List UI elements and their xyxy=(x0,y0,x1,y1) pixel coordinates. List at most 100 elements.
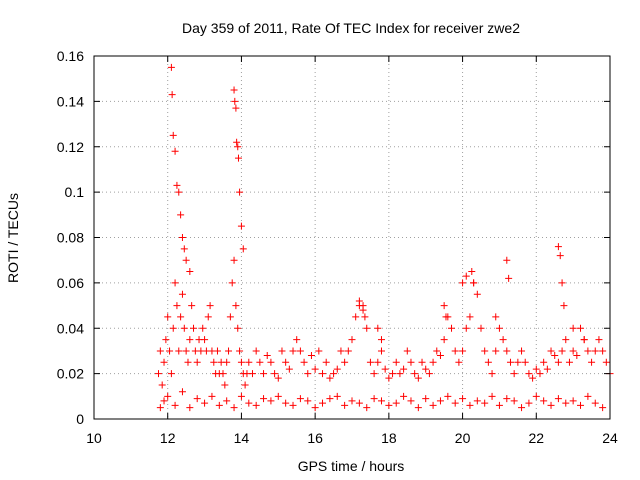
data-point xyxy=(171,401,179,409)
data-point xyxy=(595,336,603,344)
grid-layer xyxy=(94,56,610,419)
data-point xyxy=(577,401,585,409)
data-point xyxy=(234,324,242,332)
data-point xyxy=(173,302,181,310)
data-point xyxy=(577,324,585,332)
data-point xyxy=(470,279,478,287)
data-point xyxy=(514,358,522,366)
data-point xyxy=(599,347,607,355)
data-point xyxy=(442,313,450,321)
data-point xyxy=(169,324,177,332)
data-point xyxy=(232,104,240,112)
x-tick-label: 12 xyxy=(160,430,176,446)
data-point xyxy=(554,358,562,366)
data-point xyxy=(569,324,577,332)
data-point xyxy=(158,381,166,389)
data-point xyxy=(156,347,164,355)
data-point xyxy=(543,365,551,373)
data-point xyxy=(462,324,470,332)
data-point xyxy=(505,274,513,282)
data-point xyxy=(414,374,422,382)
data-point xyxy=(492,347,500,355)
data-point xyxy=(510,397,518,405)
data-point xyxy=(359,302,367,310)
data-point xyxy=(193,358,201,366)
data-point xyxy=(219,370,227,378)
data-point xyxy=(344,347,352,355)
data-point xyxy=(468,268,476,276)
data-point xyxy=(503,395,511,403)
data-point xyxy=(433,347,441,355)
data-point xyxy=(425,370,433,378)
data-point xyxy=(547,347,555,355)
data-point xyxy=(477,324,485,332)
data-point xyxy=(267,397,275,405)
data-point xyxy=(245,358,253,366)
data-point xyxy=(171,147,179,155)
data-point xyxy=(164,313,172,321)
data-point xyxy=(267,358,275,366)
data-point xyxy=(230,404,238,412)
x-tick-label: 14 xyxy=(234,430,250,446)
data-point xyxy=(178,290,186,298)
data-point xyxy=(184,358,192,366)
data-point xyxy=(282,358,290,366)
data-point xyxy=(481,399,489,407)
data-point xyxy=(304,370,312,378)
data-point xyxy=(466,401,474,409)
data-point xyxy=(237,392,245,400)
x-axis-title: GPS time / hours xyxy=(298,458,405,474)
data-point xyxy=(282,399,290,407)
data-point xyxy=(186,404,194,412)
y-tick-label: 0.12 xyxy=(57,139,84,155)
data-point xyxy=(400,365,408,373)
data-point xyxy=(330,370,338,378)
data-point xyxy=(274,392,282,400)
data-point xyxy=(558,279,566,287)
x-tick-label: 22 xyxy=(528,430,544,446)
data-point xyxy=(488,370,496,378)
data-point xyxy=(573,351,581,359)
data-point xyxy=(429,401,437,409)
data-point xyxy=(156,404,164,412)
data-point xyxy=(558,347,566,355)
y-tick-label: 0.16 xyxy=(57,48,84,64)
data-point xyxy=(213,347,221,355)
y-tick-label: 0.1 xyxy=(65,184,85,200)
data-point xyxy=(226,313,234,321)
data-point xyxy=(503,347,511,355)
data-point xyxy=(536,370,544,378)
data-point xyxy=(304,397,312,405)
x-tick-label: 20 xyxy=(455,430,471,446)
data-point xyxy=(260,370,268,378)
data-point xyxy=(164,392,172,400)
data-point xyxy=(333,365,341,373)
data-point xyxy=(225,347,233,355)
x-tick-label: 10 xyxy=(86,430,102,446)
marks-layer xyxy=(155,63,614,412)
x-tick-label: 18 xyxy=(381,430,397,446)
data-point xyxy=(473,290,481,298)
data-point xyxy=(166,347,174,355)
data-point xyxy=(525,399,533,407)
data-point xyxy=(352,313,360,321)
data-point xyxy=(182,256,190,264)
data-point xyxy=(466,313,474,321)
data-point xyxy=(171,279,179,287)
data-point xyxy=(565,358,573,366)
data-point xyxy=(414,404,422,412)
data-point xyxy=(602,358,610,366)
data-point xyxy=(370,370,378,378)
data-point xyxy=(448,324,456,332)
data-point xyxy=(278,347,286,355)
data-point xyxy=(206,302,214,310)
y-tick-label: 0.06 xyxy=(57,275,84,291)
data-point xyxy=(167,370,175,378)
data-point xyxy=(311,404,319,412)
data-point xyxy=(180,245,188,253)
data-point xyxy=(580,336,588,344)
data-point xyxy=(215,401,223,409)
data-point xyxy=(190,324,198,332)
data-point xyxy=(289,347,297,355)
